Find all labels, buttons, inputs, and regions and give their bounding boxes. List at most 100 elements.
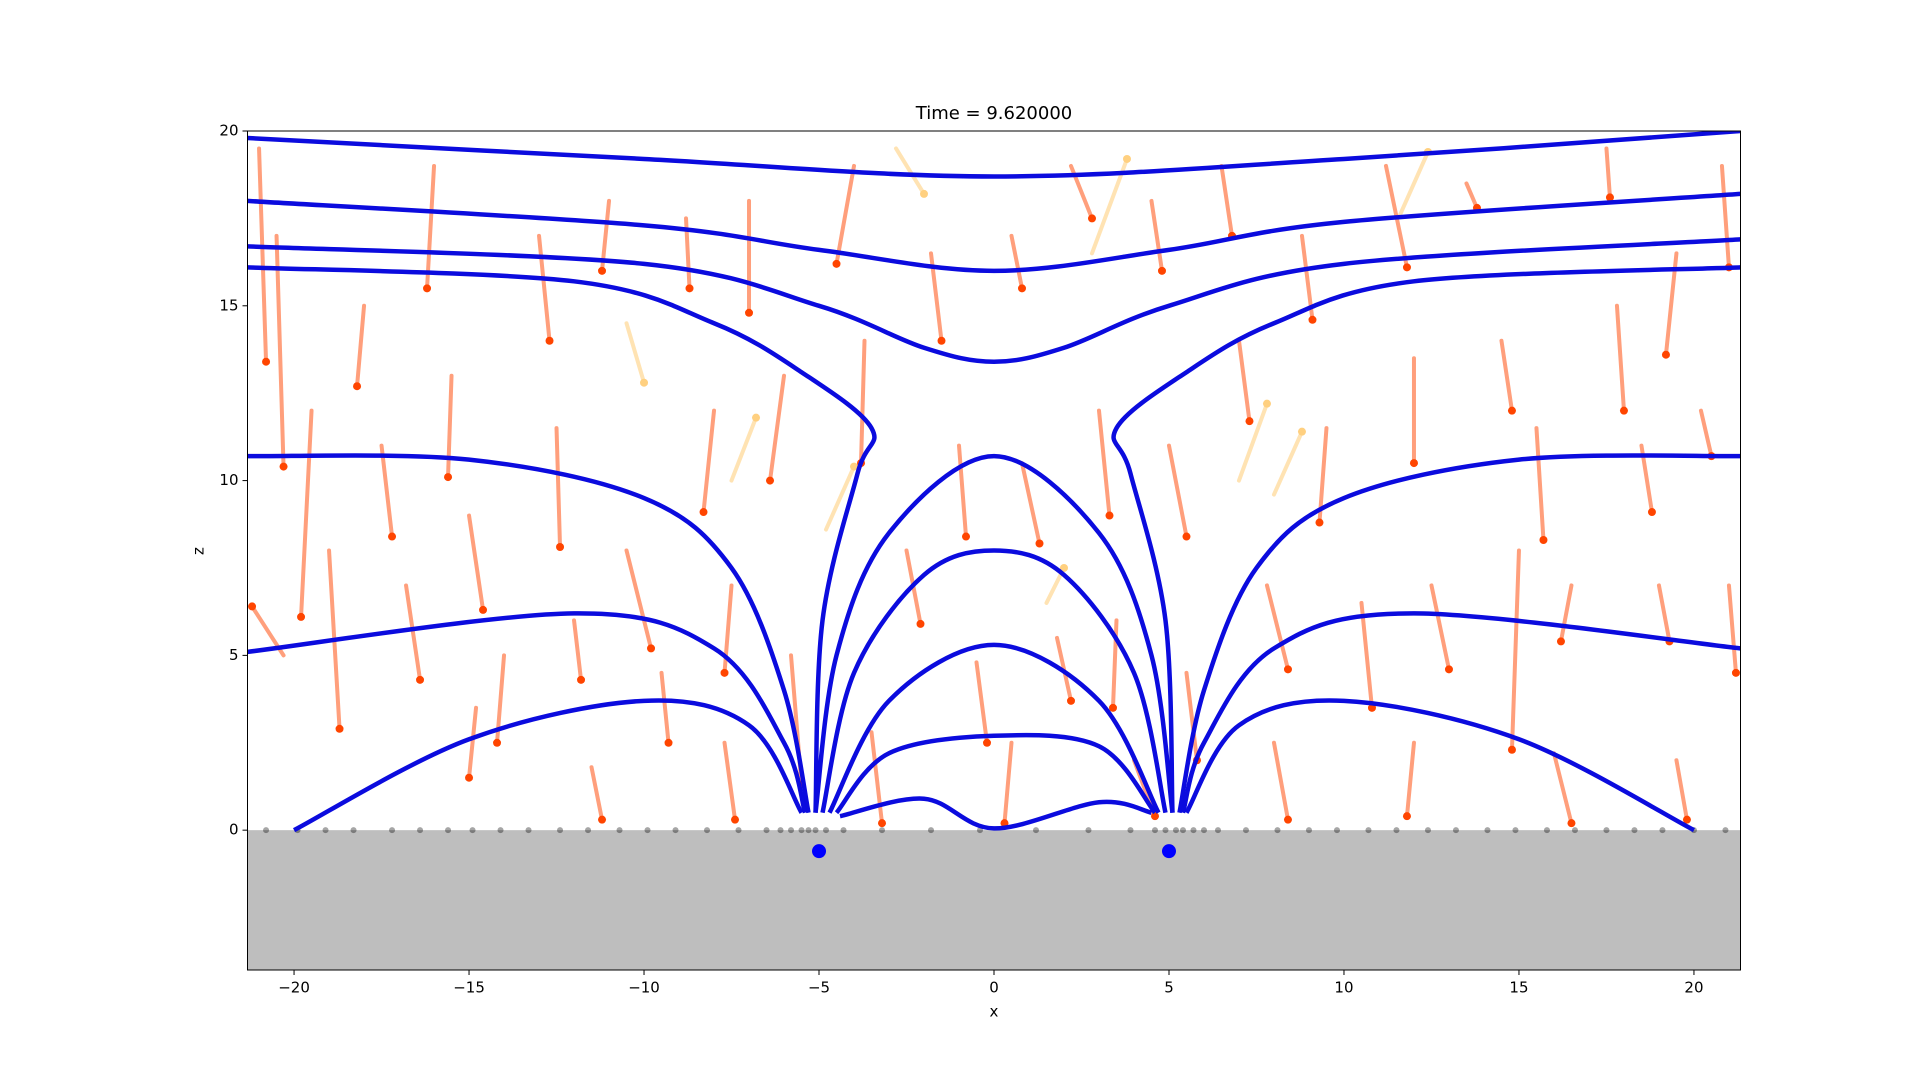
tracer-head (1122, 154, 1131, 163)
deposit (1151, 827, 1158, 834)
particle-head (685, 284, 694, 293)
deposit (1393, 827, 1400, 834)
particle-head (556, 543, 565, 552)
particle-head (1567, 819, 1576, 828)
y-tick-label: 0 (229, 821, 239, 839)
particle-head (1507, 406, 1516, 415)
particle-head (465, 773, 474, 782)
tracer-trail (729, 415, 759, 483)
tracer-head (640, 378, 649, 387)
particle-head (1444, 665, 1453, 674)
particle-trail (1149, 198, 1164, 273)
deposit (1085, 827, 1092, 834)
particle-trail (859, 338, 867, 466)
deposit (1200, 827, 1207, 834)
field-line (247, 265, 877, 813)
particle-head (262, 357, 271, 366)
source (1161, 844, 1176, 859)
tracer-head (1262, 399, 1271, 408)
particle-trail (1499, 338, 1514, 413)
deposit (735, 827, 742, 834)
deposit (879, 827, 886, 834)
particle-head (832, 259, 841, 268)
particle-trail (1558, 583, 1574, 644)
particle-head (1315, 518, 1324, 527)
x-tick-label: 10 (1334, 979, 1353, 997)
particle-head (545, 336, 554, 345)
tracer-trail (824, 464, 857, 532)
deposit (322, 827, 329, 834)
deposit (1162, 827, 1169, 834)
particle-head (1731, 668, 1740, 677)
particle-trail (1656, 583, 1672, 644)
field-line (820, 548, 1168, 814)
deposit (616, 827, 623, 834)
x-tick-label: 5 (1164, 979, 1174, 997)
deposit (644, 827, 651, 834)
deposit (469, 827, 476, 834)
deposit (672, 827, 679, 834)
particle-head (1402, 812, 1411, 821)
field-line (1177, 453, 1741, 814)
particle-trail (1002, 740, 1014, 826)
deposit (263, 827, 270, 834)
plot-area (247, 131, 1741, 970)
particle-head (248, 602, 257, 611)
particle-head (1283, 815, 1292, 824)
particle-trail (1698, 408, 1714, 459)
particle-trail (572, 618, 584, 682)
deposit (389, 827, 396, 834)
deposit (1214, 827, 1221, 834)
y-tick-label: 20 (219, 122, 238, 140)
deposit (1305, 827, 1312, 834)
particle-trail (1096, 408, 1112, 518)
particle-head (1556, 637, 1565, 646)
deposit (1365, 827, 1372, 834)
deposit (497, 827, 504, 834)
field-line (1184, 698, 1695, 833)
particle-trail (1184, 670, 1199, 763)
field-line (247, 191, 1741, 274)
particle-head (353, 382, 362, 391)
particle-trail (554, 426, 563, 550)
tracer-head (752, 413, 761, 422)
particle-trail (425, 163, 437, 291)
particle-head (1539, 536, 1548, 545)
particle-head (1367, 703, 1376, 712)
field-line (834, 732, 1157, 815)
particle-trail (1236, 338, 1252, 424)
particle-head (1087, 214, 1096, 223)
deposit (1333, 827, 1340, 834)
particle-head (598, 815, 607, 824)
particle-head (479, 605, 488, 614)
particle-trail (355, 303, 367, 389)
particle-trail (1719, 163, 1731, 270)
particle-head (878, 819, 887, 828)
particle-head (1245, 417, 1254, 426)
tracer-trail (1271, 429, 1304, 497)
chart-title: Time = 9.620000 (915, 103, 1072, 124)
particle-head (1308, 315, 1317, 324)
field-line (247, 611, 808, 814)
deposit (798, 827, 805, 834)
particle-trail (1464, 181, 1479, 210)
deposit (1631, 827, 1638, 834)
particle-head (766, 476, 775, 485)
particle-head (720, 668, 729, 677)
deposit (1242, 827, 1249, 834)
particle-trail (257, 146, 269, 364)
deposit (525, 827, 532, 834)
field-line (839, 796, 1153, 831)
particle-head (1150, 812, 1159, 821)
particle-head (699, 508, 708, 517)
particle-trail (722, 740, 738, 822)
particle-trail (1219, 163, 1234, 238)
particle-head (598, 266, 607, 275)
particle-trail (467, 513, 486, 612)
x-tick-label: 20 (1684, 979, 1703, 997)
particle-head (279, 462, 288, 471)
x-tick-label: −10 (628, 979, 660, 997)
field-line (247, 237, 1741, 364)
tracer-head (850, 462, 859, 471)
y-tick-label: 15 (219, 296, 238, 314)
